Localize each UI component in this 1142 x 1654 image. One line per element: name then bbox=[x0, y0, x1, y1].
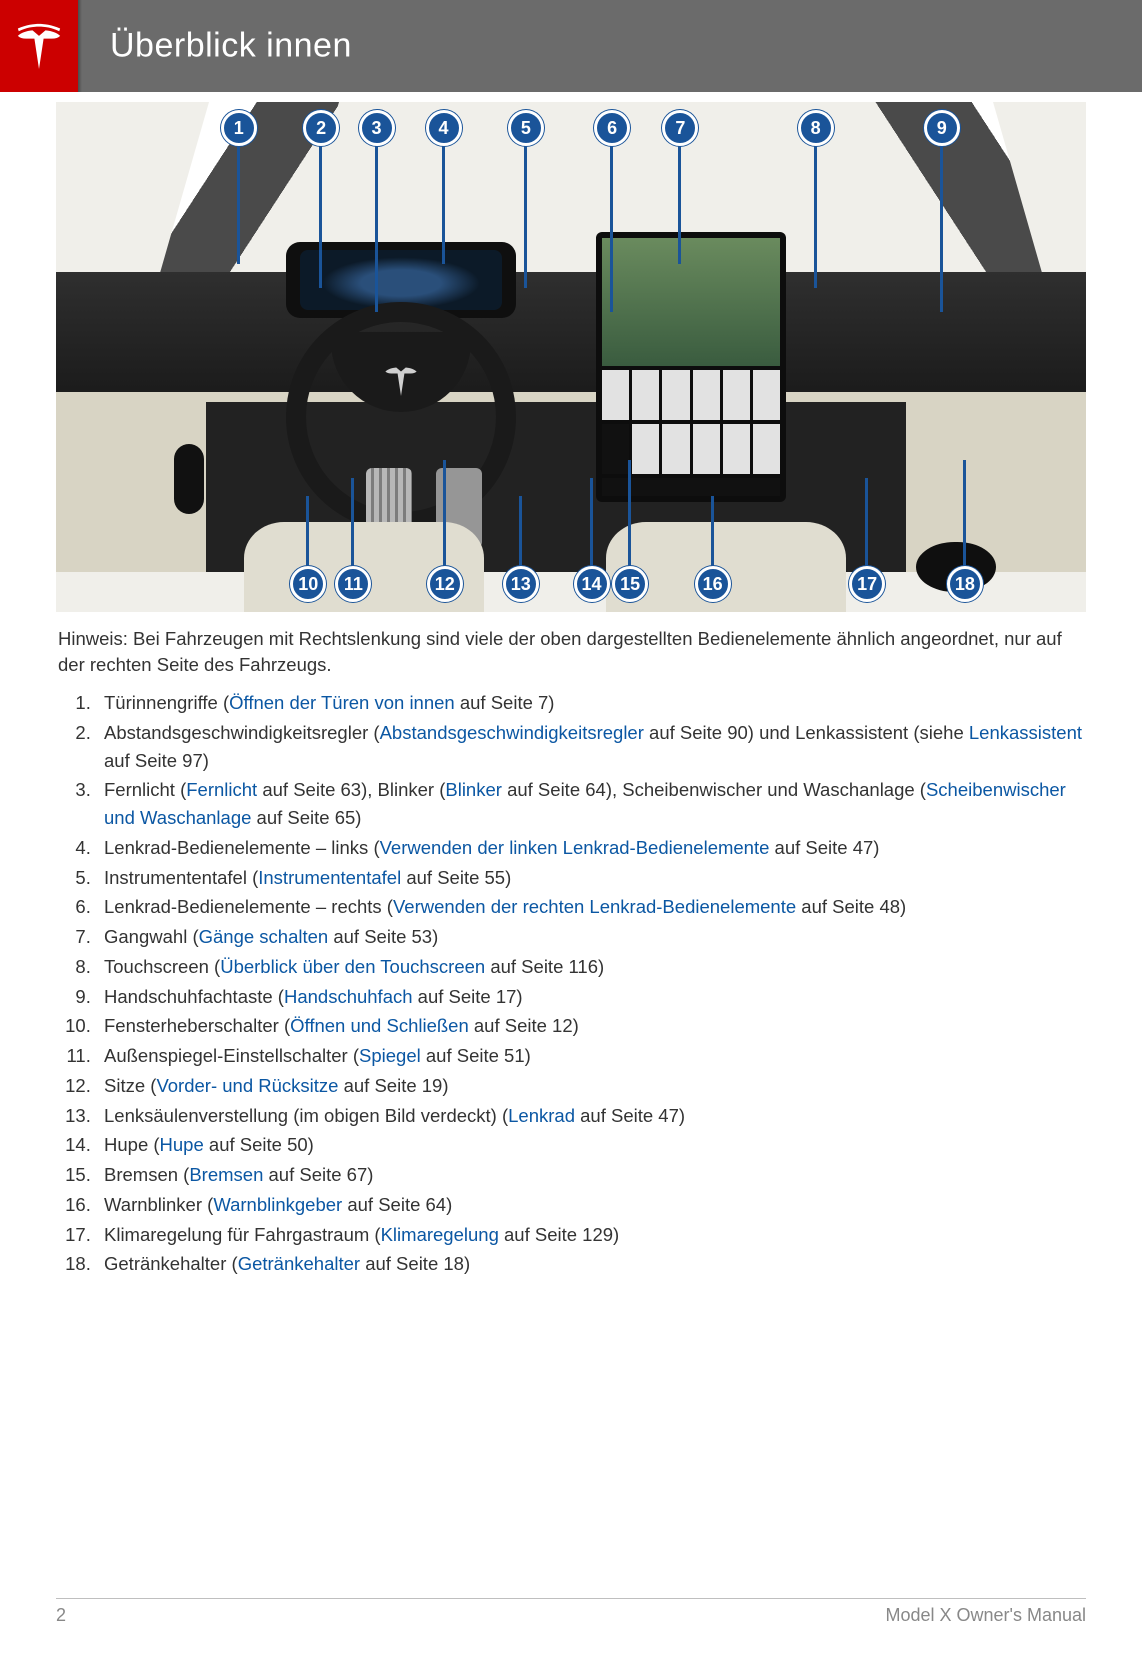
cross-ref-link[interactable]: Überblick über den Touchscreen bbox=[220, 956, 485, 977]
interior-diagram: 123456789101112131415161718 bbox=[56, 102, 1086, 612]
callout-item-7: Gangwahl (Gänge schalten auf Seite 53) bbox=[96, 923, 1084, 951]
cross-ref-link[interactable]: Vorder- und Rücksitze bbox=[156, 1075, 338, 1096]
callout-stem bbox=[940, 144, 943, 312]
tesla-logo-icon bbox=[384, 362, 418, 396]
callout-stem bbox=[443, 460, 446, 566]
callout-item-13: Lenksäulenverstellung (im obigen Bild ve… bbox=[96, 1102, 1084, 1130]
cross-ref-link[interactable]: Hupe bbox=[160, 1134, 204, 1155]
cross-ref-link[interactable]: Gänge schalten bbox=[199, 926, 329, 947]
callout-badge-17: 17 bbox=[849, 566, 885, 602]
cross-ref-link[interactable]: Spiegel bbox=[359, 1045, 421, 1066]
page-title: Überblick innen bbox=[110, 27, 352, 66]
callout-item-9: Handschuhfachtaste (Handschuhfach auf Se… bbox=[96, 983, 1084, 1011]
brand-tab bbox=[0, 0, 78, 92]
callout-badge-5: 5 bbox=[508, 110, 544, 146]
callout-item-16: Warnblinker (Warnblinkgeber auf Seite 64… bbox=[96, 1191, 1084, 1219]
callout-item-2: Abstandsgeschwindigkeitsregler (Abstands… bbox=[96, 719, 1084, 775]
center-touchscreen bbox=[596, 232, 786, 502]
note-text: Hinweis: Bei Fahrzeugen mit Rechtslenkun… bbox=[58, 626, 1084, 677]
callout-stem bbox=[351, 478, 354, 566]
callout-item-15: Bremsen (Bremsen auf Seite 67) bbox=[96, 1161, 1084, 1189]
cross-ref-link[interactable]: Blinker bbox=[445, 779, 502, 800]
cross-ref-link[interactable]: Bremsen bbox=[189, 1164, 263, 1185]
page-footer: 2 Model X Owner's Manual bbox=[56, 1598, 1086, 1626]
cross-ref-link[interactable]: Fernlicht bbox=[186, 779, 257, 800]
callout-badge-7: 7 bbox=[662, 110, 698, 146]
callout-item-8: Touchscreen (Überblick über den Touchscr… bbox=[96, 953, 1084, 981]
cross-ref-link[interactable]: Öffnen und Schließen bbox=[290, 1015, 469, 1036]
callout-badge-14: 14 bbox=[574, 566, 610, 602]
tesla-logo-icon bbox=[16, 23, 62, 69]
callout-item-5: Instrumententafel (Instrumententafel auf… bbox=[96, 864, 1084, 892]
callout-stem bbox=[711, 496, 714, 566]
callout-stem bbox=[375, 144, 378, 312]
cross-ref-link[interactable]: Instrumententafel bbox=[258, 867, 401, 888]
cross-ref-link[interactable]: Verwenden der linken Lenkrad-Bedieneleme… bbox=[380, 837, 770, 858]
callout-badge-16: 16 bbox=[695, 566, 731, 602]
callout-stem bbox=[442, 144, 445, 264]
callout-stem bbox=[610, 144, 613, 312]
callout-item-4: Lenkrad-Bedienelemente – links (Verwende… bbox=[96, 834, 1084, 862]
dashboard bbox=[56, 272, 1086, 402]
cross-ref-link[interactable]: Handschuhfach bbox=[284, 986, 413, 1007]
screen-apps-row bbox=[602, 370, 780, 420]
cross-ref-link[interactable]: Abstandsgeschwindigkeitsregler bbox=[380, 722, 644, 743]
callout-item-18: Getränkehalter (Getränkehalter auf Seite… bbox=[96, 1250, 1084, 1278]
callout-badge-18: 18 bbox=[947, 566, 983, 602]
callout-stem bbox=[306, 496, 309, 566]
cross-ref-link[interactable]: Getränkehalter bbox=[238, 1253, 360, 1274]
door-control-knob bbox=[174, 444, 204, 514]
callout-stem bbox=[628, 460, 631, 566]
cross-ref-link[interactable]: Lenkrad bbox=[508, 1105, 575, 1126]
page: Überblick innen 123 bbox=[0, 0, 1142, 1654]
seat-right bbox=[606, 522, 846, 612]
callout-badge-4: 4 bbox=[426, 110, 462, 146]
callout-badge-3: 3 bbox=[359, 110, 395, 146]
page-header: Überblick innen bbox=[0, 0, 1142, 92]
callout-badge-13: 13 bbox=[503, 566, 539, 602]
callout-item-10: Fensterheberschalter (Öffnen und Schließ… bbox=[96, 1012, 1084, 1040]
callout-item-14: Hupe (Hupe auf Seite 50) bbox=[96, 1131, 1084, 1159]
callout-badge-9: 9 bbox=[924, 110, 960, 146]
callout-stem bbox=[865, 478, 868, 566]
callout-stem bbox=[963, 460, 966, 566]
callout-badge-2: 2 bbox=[303, 110, 339, 146]
callout-item-17: Klimaregelung für Fahrgastraum (Klimareg… bbox=[96, 1221, 1084, 1249]
cross-ref-link[interactable]: Lenkassistent bbox=[969, 722, 1082, 743]
callout-badge-8: 8 bbox=[798, 110, 834, 146]
callout-badge-15: 15 bbox=[612, 566, 648, 602]
doc-title: Model X Owner's Manual bbox=[885, 1605, 1086, 1626]
cross-ref-link[interactable]: Warnblinkgeber bbox=[213, 1194, 342, 1215]
callout-badge-12: 12 bbox=[427, 566, 463, 602]
content: 123456789101112131415161718 Hinweis: Bei… bbox=[0, 92, 1142, 1278]
callout-item-12: Sitze (Vorder- und Rücksitze auf Seite 1… bbox=[96, 1072, 1084, 1100]
callout-item-1: Türinnengriffe (Öffnen der Türen von inn… bbox=[96, 689, 1084, 717]
callout-item-11: Außenspiegel-Einstellschalter (Spiegel a… bbox=[96, 1042, 1084, 1070]
callout-stem bbox=[524, 144, 527, 288]
callout-stem bbox=[519, 496, 522, 566]
callout-item-6: Lenkrad-Bedienelemente – rechts (Verwend… bbox=[96, 893, 1084, 921]
callout-stem bbox=[814, 144, 817, 288]
callout-stem bbox=[319, 144, 322, 288]
callout-badge-1: 1 bbox=[221, 110, 257, 146]
callout-badge-6: 6 bbox=[594, 110, 630, 146]
callout-list: Türinnengriffe (Öffnen der Türen von inn… bbox=[58, 689, 1084, 1278]
cross-ref-link[interactable]: Öffnen der Türen von innen bbox=[229, 692, 455, 713]
callout-stem bbox=[678, 144, 681, 264]
cross-ref-link[interactable]: Klimaregelung bbox=[381, 1224, 499, 1245]
page-number: 2 bbox=[56, 1605, 66, 1626]
cross-ref-link[interactable]: Verwenden der rechten Lenkrad-Bedienelem… bbox=[393, 896, 796, 917]
callout-item-3: Fernlicht (Fernlicht auf Seite 63), Blin… bbox=[96, 776, 1084, 832]
screen-map bbox=[602, 238, 780, 366]
callout-stem bbox=[237, 144, 240, 264]
callout-stem bbox=[590, 478, 593, 566]
